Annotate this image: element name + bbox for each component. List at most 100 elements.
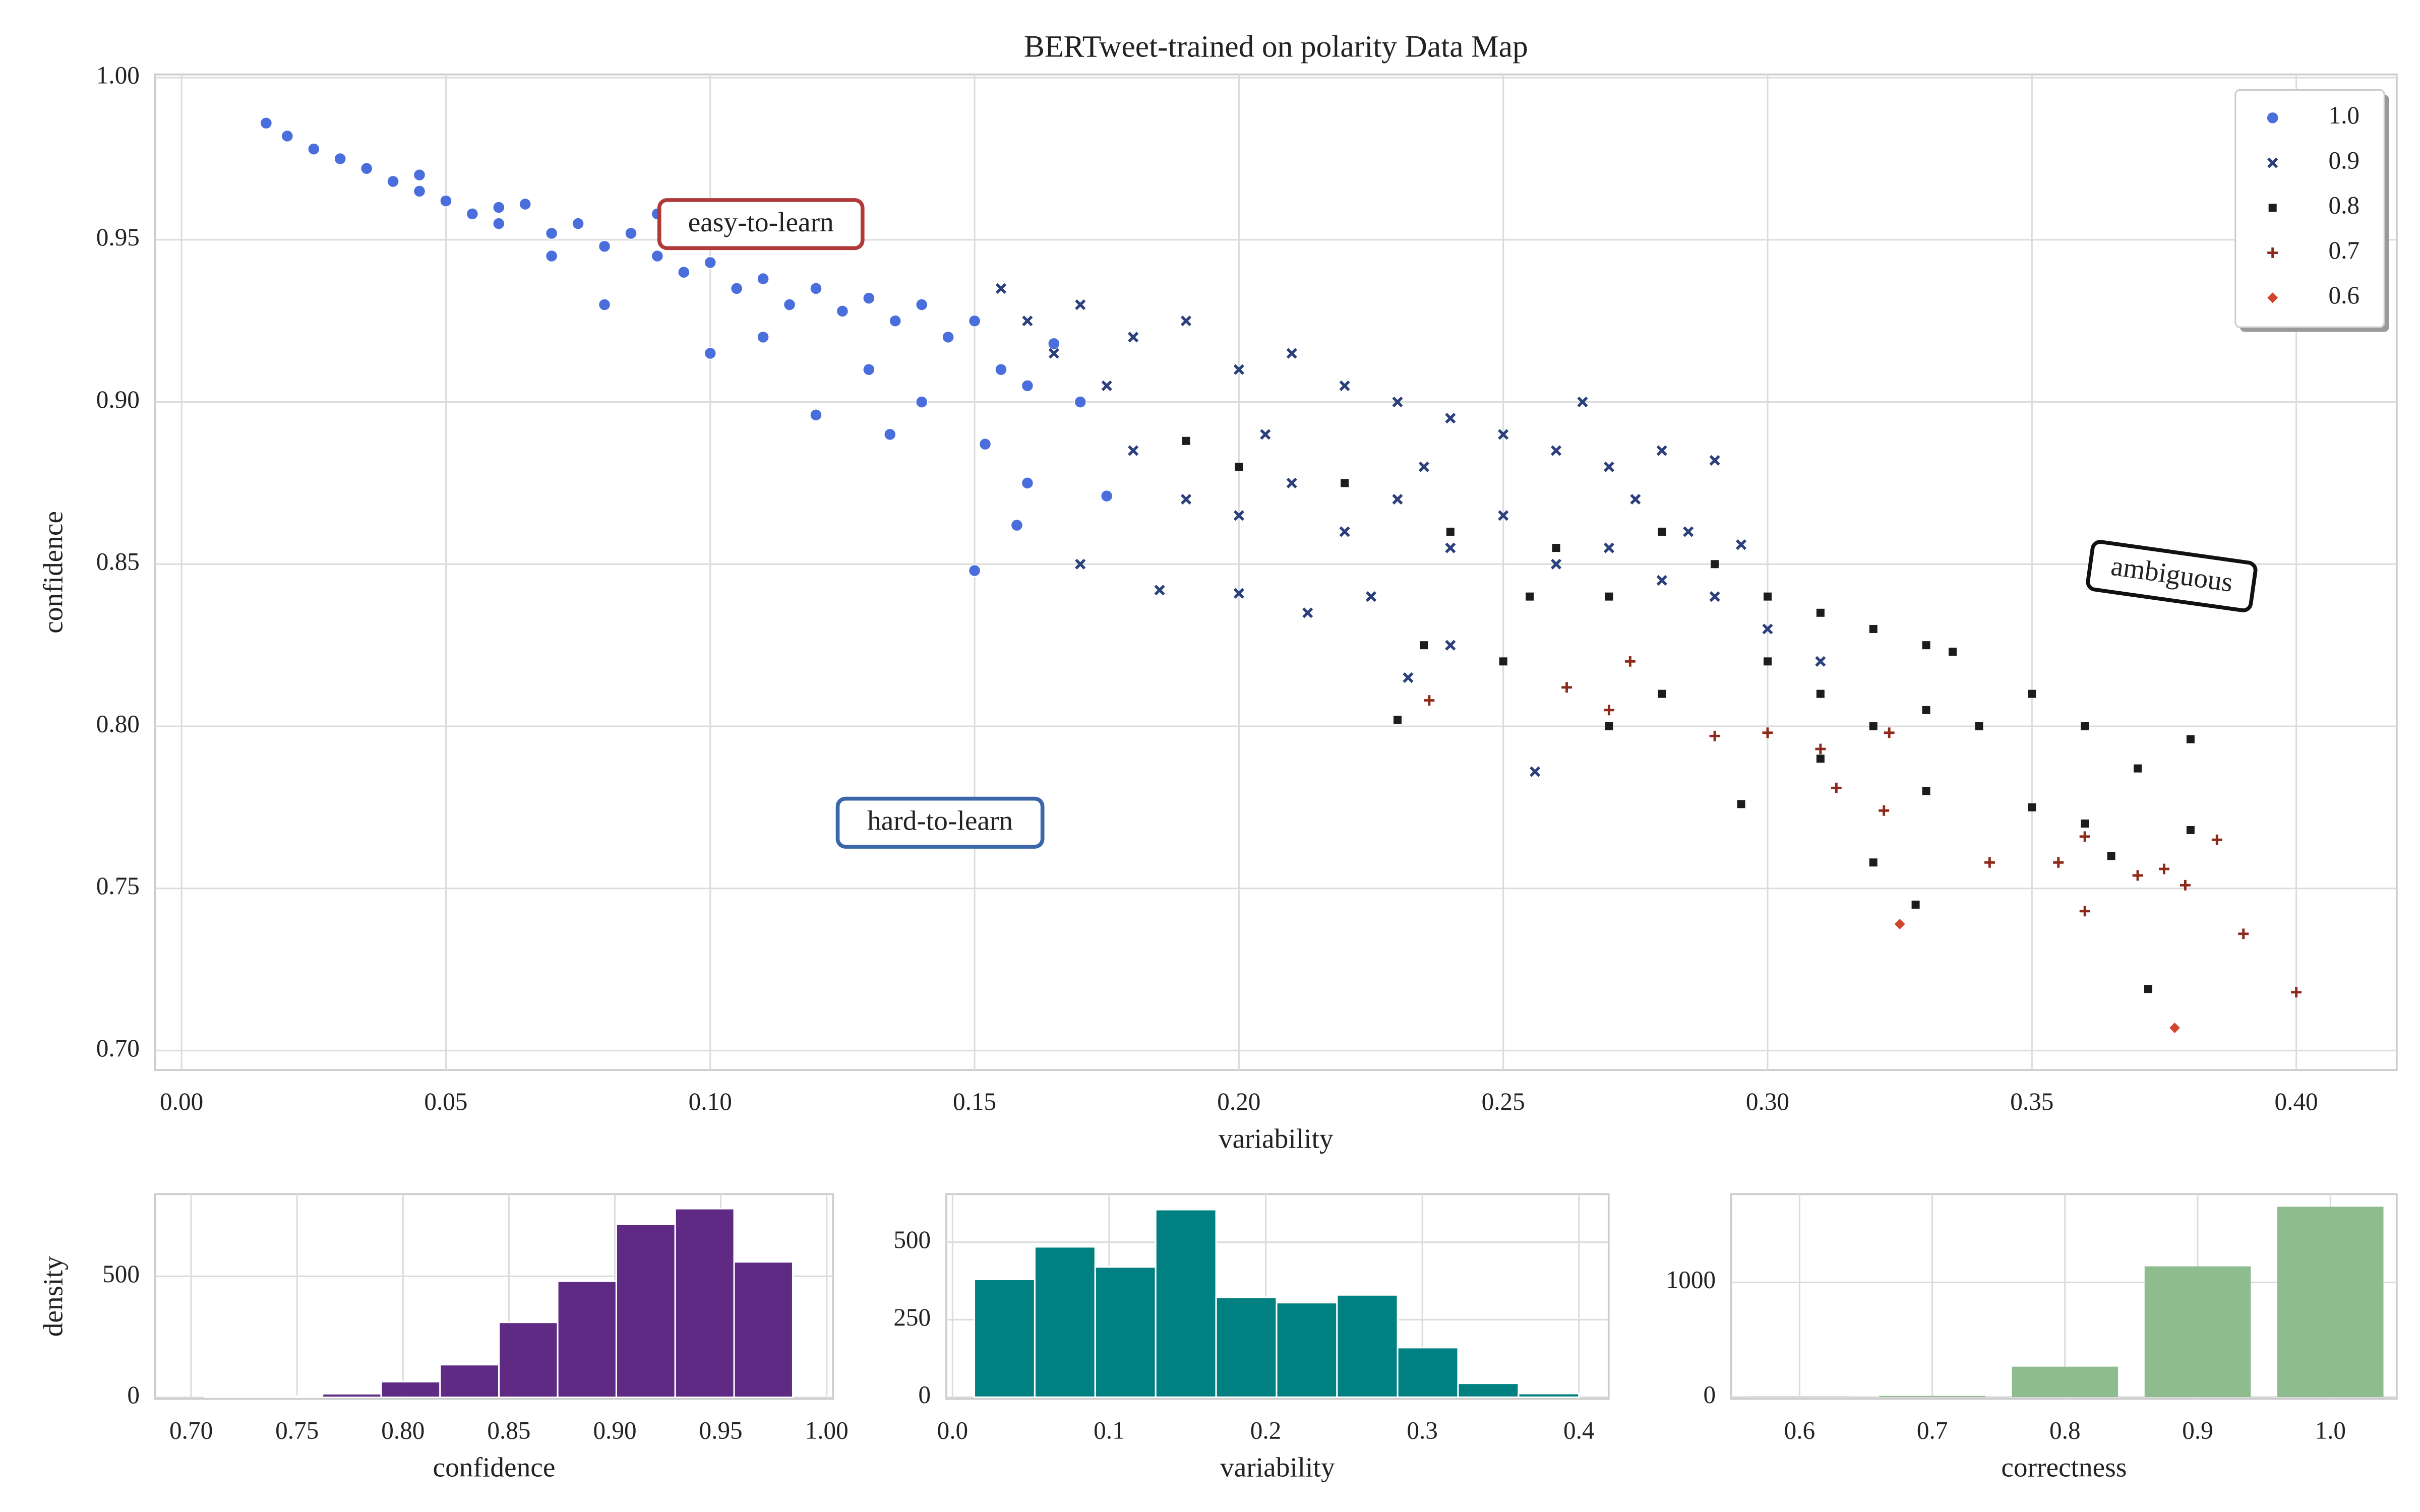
- point: [466, 207, 479, 220]
- point: [1302, 607, 1313, 618]
- y-axis-label: density: [37, 1256, 68, 1337]
- point: [1445, 640, 1456, 651]
- x-tick-label: 1.00: [805, 1416, 849, 1444]
- point: [1869, 624, 1878, 633]
- y-tick-label: 0: [919, 1381, 931, 1409]
- point: [1424, 695, 1435, 706]
- point: [1815, 656, 1826, 667]
- point: [651, 249, 664, 263]
- legend-label: 0.9: [2328, 146, 2360, 174]
- histogram-bar: [1518, 1393, 1580, 1398]
- point: [704, 347, 717, 360]
- x-tick-label: 0.30: [1746, 1088, 1789, 1115]
- x-tick-label: 0.15: [953, 1088, 996, 1115]
- point: [1763, 657, 1772, 666]
- point: [968, 564, 981, 577]
- x-axis-label: correctness: [2001, 1452, 2127, 1483]
- histogram-bar: [1276, 1302, 1338, 1398]
- point: [1816, 608, 1825, 617]
- point: [571, 217, 585, 230]
- legend-label: 0.8: [2328, 192, 2360, 219]
- point: [1100, 489, 1113, 502]
- x-tick-label: 0.8: [2049, 1416, 2081, 1444]
- point: [862, 363, 875, 376]
- x-tick-label: 0.25: [1482, 1088, 1525, 1115]
- legend-label: 0.7: [2328, 236, 2360, 264]
- point: [1128, 332, 1139, 343]
- point: [413, 168, 426, 181]
- bar: [2277, 1207, 2384, 1397]
- point: [624, 227, 638, 240]
- point: [1711, 560, 1719, 569]
- point: [413, 184, 426, 198]
- annotation-box: [2086, 540, 2258, 612]
- point: [1403, 672, 1414, 683]
- y-tick-label: 0: [1703, 1380, 1716, 1408]
- point: [2159, 863, 2169, 874]
- legend: [2234, 89, 2385, 328]
- y-axis-label: confidence: [37, 511, 68, 634]
- point: [704, 256, 717, 269]
- point: [730, 282, 743, 295]
- point: [1446, 527, 1455, 536]
- histogram-bar: [263, 1395, 324, 1399]
- point: [1047, 337, 1060, 350]
- y-tick-label: 0.95: [96, 223, 140, 251]
- point: [809, 282, 823, 295]
- y-tick-label: 500: [102, 1260, 140, 1288]
- point: [1709, 455, 1720, 466]
- x-tick-label: 0.95: [699, 1416, 743, 1444]
- point: [1603, 705, 1614, 716]
- point: [1605, 592, 1613, 601]
- point: [1894, 919, 1905, 929]
- point: [756, 331, 770, 344]
- point: [281, 130, 294, 143]
- point: [2107, 852, 2115, 860]
- point: [492, 201, 505, 214]
- point: [1445, 413, 1456, 424]
- point: [2169, 1022, 2180, 1033]
- legend-marker: [2267, 292, 2278, 303]
- point: [307, 143, 320, 156]
- point: [915, 298, 928, 311]
- bar: [2012, 1366, 2119, 1397]
- point: [1869, 858, 1878, 867]
- point: [1365, 591, 1377, 602]
- y-tick-label: 0.85: [96, 548, 140, 576]
- x-tick-label: 0.3: [1407, 1416, 1438, 1444]
- point: [2081, 722, 2089, 731]
- point: [1577, 397, 1588, 408]
- point: [1180, 316, 1192, 327]
- point: [942, 331, 955, 344]
- point: [1526, 592, 1534, 601]
- point: [1831, 782, 1842, 793]
- point: [2291, 987, 2302, 998]
- point: [1550, 558, 1562, 570]
- x-tick-label: 0.7: [1917, 1416, 1948, 1444]
- histogram-bar: [674, 1208, 735, 1399]
- point: [1763, 592, 1772, 601]
- x-tick-label: 0.00: [160, 1088, 203, 1115]
- point: [1816, 754, 1825, 763]
- annotation-group: ambiguous: [2086, 540, 2258, 612]
- point: [1735, 539, 1747, 550]
- point: [883, 428, 896, 441]
- point: [809, 408, 823, 421]
- point: [1499, 657, 1507, 666]
- histogram-bar: [1457, 1382, 1520, 1398]
- x-tick-label: 0.40: [2275, 1088, 2318, 1115]
- point: [598, 240, 611, 253]
- point: [260, 116, 273, 130]
- point: [1552, 544, 1560, 552]
- point: [2186, 826, 2195, 834]
- point: [1180, 494, 1192, 505]
- point: [2028, 803, 2036, 811]
- point: [386, 175, 400, 188]
- point: [2134, 764, 2142, 773]
- histogram-bar: [322, 1393, 382, 1399]
- x-tick-label: 0.70: [169, 1416, 213, 1444]
- annotation-box: [657, 198, 865, 250]
- point: [1339, 526, 1350, 537]
- point: [334, 152, 347, 165]
- annotation-box: [835, 796, 1045, 849]
